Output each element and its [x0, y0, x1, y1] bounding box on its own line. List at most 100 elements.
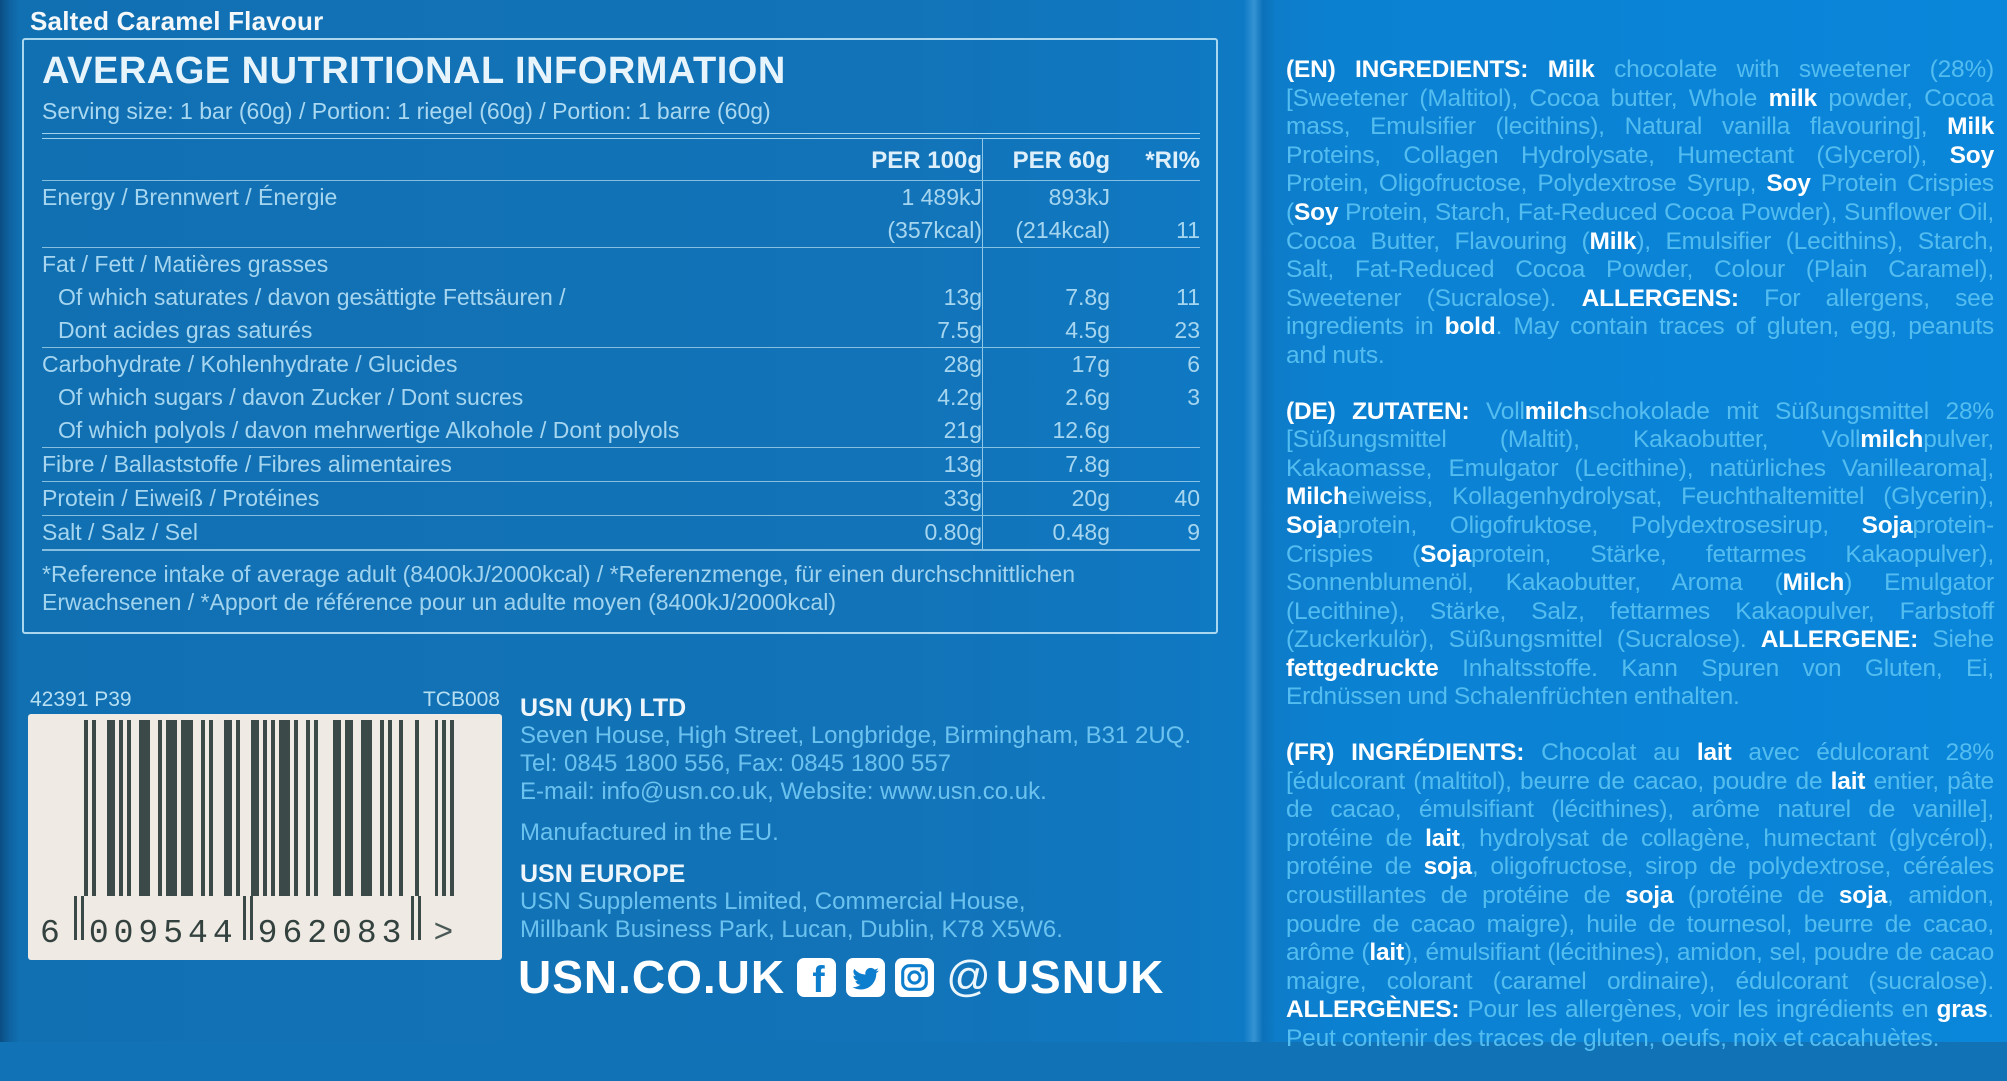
product-code: TCB008: [422, 688, 500, 711]
divider: [42, 347, 1200, 348]
nutrient-label: Of which saturates / davon gesättigte Fe…: [58, 284, 566, 310]
nutrient-label: Of which sugars / davon Zucker / Dont su…: [58, 384, 524, 410]
value-per-100g: [812, 248, 982, 281]
instagram-icon: [895, 957, 935, 997]
value-ri-percent: [1110, 448, 1200, 481]
table-header-row: PER 100g PER 60g *RI%: [42, 139, 1200, 180]
barcode-guard: [73, 896, 84, 940]
nutrient-label: Fibre / Ballaststoffe / Fibres alimentai…: [42, 451, 452, 477]
barcode-digits: 6 009544 962083 >: [40, 896, 492, 952]
at-symbol: @: [946, 952, 991, 1001]
company-info: USN (UK) LTD Seven House, High Street, L…: [520, 694, 1200, 944]
nutrition-table-row: Of which sugars / davon Zucker / Dont su…: [42, 381, 1200, 414]
batch-code: 42391 P39: [30, 688, 132, 711]
value-ri-percent: 9: [1187, 519, 1200, 545]
nutrition-table-row: Salt / Salz / Sel 0.80g 0.48g 9: [42, 516, 1200, 549]
divider: [42, 447, 1200, 448]
production-codes: 42391 P39 TCB008: [30, 688, 500, 712]
website-url: USN.CO.UK: [518, 951, 786, 1003]
value-per-100g: 0.80g: [924, 519, 982, 545]
header-spacer: [42, 139, 812, 180]
svg-text:f: f: [813, 958, 826, 997]
nutrition-table-row: Dont acides gras saturés 7.5g 4.5g 23: [42, 314, 1200, 347]
value-per-60g: 4.5g: [982, 314, 1110, 347]
value-per-100g: 13g: [943, 451, 982, 477]
column-header-per60g: PER 60g: [982, 139, 1110, 180]
ingredients-column: (EN) INGREDIENTS: Milk chocolate with sw…: [1286, 56, 1994, 1081]
nutrient-label: Protein / Eiweiß / Protéines: [42, 485, 320, 511]
divider-double: [42, 133, 1200, 139]
value-ri-percent: 11: [1176, 284, 1200, 310]
nutrient-label: Energy / Brennwert / Énergie: [42, 184, 338, 210]
barcode-arrow: >: [433, 915, 454, 952]
value-per-60g: 17g: [982, 348, 1110, 381]
divider: [42, 180, 1200, 181]
nutrient-label: [42, 214, 812, 247]
barcode-bars: [84, 720, 492, 896]
value-ri-percent: [1110, 181, 1200, 214]
nutrient-label: Dont acides gras saturés: [58, 317, 313, 343]
nutrition-panel: AVERAGE NUTRITIONAL INFORMATION Serving …: [22, 38, 1218, 634]
ingredients-en: (EN) INGREDIENTS: Milk chocolate with sw…: [1286, 56, 1995, 369]
value-ri-percent: 40: [1174, 485, 1200, 511]
nutrient-label: Of which polyols / davon mehrwertige Alk…: [58, 417, 680, 443]
nutrition-table-row: Fat / Fett / Matières grasses: [42, 248, 1200, 281]
nutrition-title: AVERAGE NUTRITIONAL INFORMATION: [42, 50, 786, 92]
social-icons: f: [796, 957, 935, 998]
social-handle: USNUK: [995, 951, 1165, 1003]
value-per-100g: 1 489kJ: [901, 184, 982, 210]
nutrition-table-row: Of which polyols / davon mehrwertige Alk…: [42, 414, 1200, 447]
barcode-guard: [411, 896, 422, 940]
value-per-60g: (214kcal): [982, 214, 1110, 247]
company-eu-name: USN EUROPE: [520, 860, 686, 888]
company-uk-address: Seven House, High Street, Longbridge, Bi…: [520, 722, 1192, 749]
value-per-60g: 7.8g: [982, 281, 1110, 314]
value-per-100g: 13g: [943, 284, 982, 310]
nutrition-table-row: Fibre / Ballaststoffe / Fibres alimentai…: [42, 448, 1200, 481]
value-per-100g: 4.2g: [937, 384, 982, 410]
barcode-group-1: 009544: [88, 915, 238, 952]
value-per-60g: 12.6g: [982, 414, 1110, 447]
company-uk-name: USN (UK) LTD: [520, 694, 687, 722]
facebook-icon: f: [797, 957, 837, 998]
value-per-100g: (357kcal): [887, 217, 982, 243]
nutrition-table-row: (357kcal) (214kcal) 11: [42, 214, 1200, 247]
value-per-100g: 33g: [943, 485, 982, 511]
column-header-per100g: PER 100g: [871, 147, 982, 174]
nutrition-table-row: Carbohydrate / Kohlenhydrate / Glucides …: [42, 348, 1200, 381]
barcode-digit-first: 6: [40, 915, 60, 952]
manufactured-note: Manufactured in the EU.: [520, 819, 779, 846]
twitter-icon: [846, 957, 886, 997]
column-header-ri: *RI%: [1145, 147, 1200, 174]
serving-size: Serving size: 1 bar (60g) / Portion: 1 r…: [42, 98, 771, 124]
value-ri-percent: [1110, 414, 1200, 447]
nutrient-label: Carbohydrate / Kohlenhydrate / Glucides: [42, 351, 458, 377]
spacer: [520, 806, 1200, 819]
company-uk-tel: Tel: 0845 1800 556, Fax: 0845 1800 557: [520, 750, 952, 777]
divider: [42, 247, 1200, 248]
nutrient-label: Salt / Salz / Sel: [42, 519, 198, 545]
ingredients-de: (DE) ZUTATEN: Vollmilchschokolade mit Sü…: [1286, 397, 1994, 711]
value-ri-percent: 11: [1176, 217, 1200, 243]
nutrition-table-row: Of which saturates / davon gesättigte Fe…: [42, 281, 1200, 314]
divider-thick: [42, 549, 1200, 551]
value-ri-percent: 23: [1174, 317, 1200, 343]
ingredients-fr: (FR) INGRÉDIENTS: Chocolat au lait avec …: [1286, 739, 1994, 1052]
company-eu-line2: Millbank Business Park, Lucan, Dublin, K…: [520, 916, 1063, 943]
value-per-100g: 28g: [943, 351, 982, 377]
nutrient-label: Fat / Fett / Matières grasses: [42, 251, 329, 277]
company-uk-email: E-mail: info@usn.co.uk, Website: www.usn…: [520, 778, 1047, 805]
value-per-60g: 0.48g: [982, 516, 1110, 549]
nutrition-rows: Energy / Brennwert / Énergie 1 489kJ 893…: [42, 181, 1200, 549]
flavour-title: Salted Caramel Flavour: [30, 6, 324, 36]
value-per-60g: 7.8g: [982, 448, 1110, 481]
barcode-guard: [242, 896, 253, 940]
package-label: Salted Caramel Flavour AVERAGE NUTRITION…: [0, 0, 2007, 1052]
value-ri-percent: [1110, 248, 1200, 281]
nutrition-table-row: Protein / Eiweiß / Protéines 33g 20g 40: [42, 482, 1200, 515]
value-ri-percent: 6: [1187, 351, 1200, 377]
value-per-60g: 20g: [982, 482, 1110, 515]
reference-intake-note: *Reference intake of average adult (8400…: [42, 561, 1076, 615]
value-per-60g: 2.6g: [982, 381, 1110, 414]
divider: [42, 481, 1200, 482]
